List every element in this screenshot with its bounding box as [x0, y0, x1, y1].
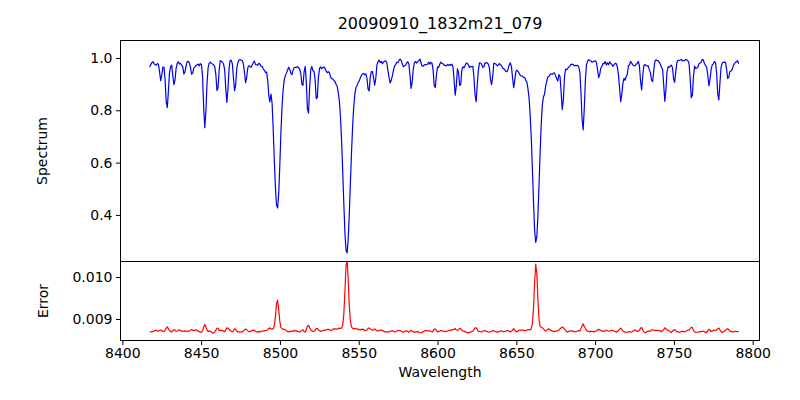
- spectrum-y-axis-label: Spectrum: [34, 117, 50, 185]
- error-y-tick-label: 0.010: [72, 269, 112, 285]
- error-line: [150, 260, 739, 333]
- x-tick-label: 8400: [105, 345, 141, 361]
- spectrum-y-tick-label: 0.8: [90, 102, 112, 118]
- x-tick-label: 8500: [263, 345, 299, 361]
- x-tick-label: 8700: [578, 345, 614, 361]
- figure: 8400 8450 8500 8550 8600 8650 8700 8750 8800 0.4 0…: [0, 0, 800, 400]
- x-tick-label: 8600: [420, 345, 456, 361]
- x-tick-label: 8800: [735, 345, 771, 361]
- x-tick-label: 8550: [341, 345, 377, 361]
- spectrum-line: [150, 59, 739, 253]
- x-tick-label: 8450: [184, 345, 220, 361]
- x-tick-label: 8650: [499, 345, 535, 361]
- x-tick-label: 8750: [657, 345, 693, 361]
- spectrum-y-tick-label: 0.6: [90, 155, 112, 171]
- x-axis-label: Wavelength: [398, 364, 481, 380]
- spectrum-axes-frame: [121, 41, 760, 262]
- spectrum-y-tick-label: 1.0: [90, 50, 112, 66]
- spectrum-y-tick-label: 0.4: [90, 207, 112, 223]
- error-y-axis-label: Error: [35, 284, 51, 318]
- chart-title: 20090910_1832m21_079: [338, 14, 543, 34]
- error-y-tick-label: 0.009: [72, 311, 112, 327]
- spectrum-error-chart: 8400 8450 8500 8550 8600 8650 8700 8750 8800 0.4 0…: [0, 0, 800, 400]
